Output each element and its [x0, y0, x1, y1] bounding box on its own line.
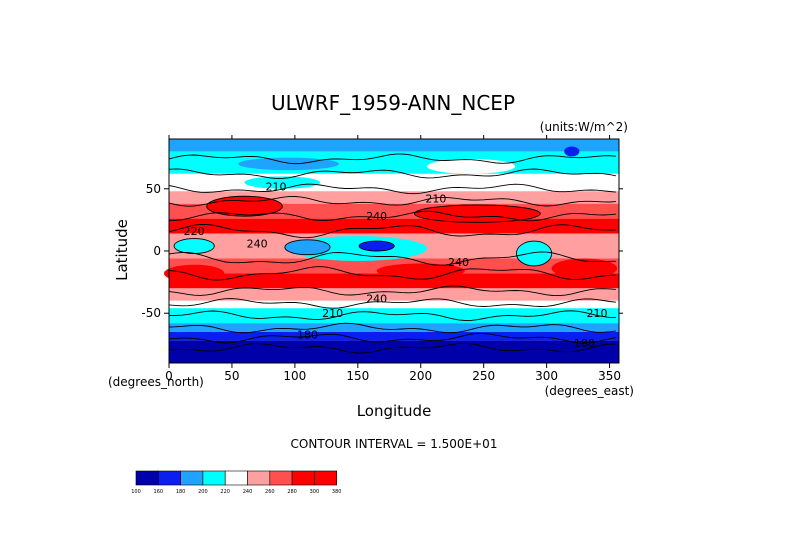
y-unit-label: (degrees_north) — [108, 375, 204, 389]
color-blob — [427, 158, 516, 174]
contour-label: 220 — [184, 225, 205, 238]
color-band — [169, 218, 619, 234]
contour-line — [168, 342, 616, 354]
x-unit-label: (degrees_east) — [545, 384, 634, 398]
contour-label: 210 — [265, 180, 286, 193]
contour-line — [168, 332, 616, 344]
contour-line — [168, 183, 616, 195]
x-tick-label: 50 — [224, 369, 239, 383]
contour-line — [168, 298, 616, 309]
colorbar-box — [158, 470, 181, 486]
contour-loop — [206, 195, 283, 217]
colorbar-label: 200 — [198, 489, 208, 495]
contour-line — [168, 285, 616, 297]
color-band — [169, 288, 619, 301]
contour-loop — [173, 238, 215, 254]
x-tick-label: 150 — [346, 369, 369, 383]
contour-label: 240 — [366, 292, 387, 305]
contour-label: 210 — [425, 193, 446, 206]
y-tick-label: -50 — [141, 306, 161, 320]
colorbar-box — [314, 470, 337, 486]
x-tick-label: 200 — [409, 369, 432, 383]
contour-label: 180 — [574, 337, 595, 350]
plot-area: 210 210 240 220 240 240 240 210 210 180 180 — [163, 138, 620, 364]
color-blob — [564, 146, 580, 157]
x-tick-label: 350 — [598, 369, 621, 383]
contour-label: 240 — [247, 238, 268, 251]
colorbar: 100 160 180 200 220 240 260 280 300 380 — [131, 470, 342, 495]
y-axis-label: Latitude — [113, 219, 131, 281]
contour-loop — [515, 240, 553, 267]
contour-line — [168, 153, 616, 165]
y-axis: 50 0 -50 — [141, 182, 623, 320]
colorbar-label: 300 — [310, 489, 320, 495]
color-blob — [238, 157, 339, 171]
colorbar-label: 180 — [176, 489, 186, 495]
colorbar-box — [291, 470, 315, 486]
contour-line — [168, 266, 616, 281]
x-tick-label: 0 — [165, 369, 173, 383]
contour-label: 240 — [448, 256, 469, 269]
colorbar-label: 160 — [154, 489, 164, 495]
colorbar-box — [135, 470, 159, 486]
contour-line — [168, 210, 616, 222]
colorbar-box — [180, 470, 204, 486]
color-blob — [359, 241, 395, 251]
contour-line — [168, 322, 616, 334]
y-tick-label: 50 — [146, 182, 161, 196]
color-blob — [206, 196, 283, 217]
x-axis-label: Longitude — [357, 402, 432, 420]
colorbar-label: 280 — [287, 489, 297, 495]
chart-title: ULWRF_1959-ANN_NCEP — [271, 91, 515, 115]
y-tick-label: 0 — [153, 244, 161, 258]
contour-interval: CONTOUR INTERVAL = 1.500E+01 — [291, 437, 498, 451]
contour-label: 210 — [586, 307, 607, 320]
color-blob — [516, 241, 552, 266]
contour-line — [168, 168, 616, 179]
colorbar-box — [202, 470, 226, 486]
color-blob — [244, 176, 321, 189]
contour-line — [168, 251, 616, 266]
contour-label: 210 — [322, 307, 343, 320]
color-band — [169, 308, 619, 324]
units-label: (units:W/m^2) — [540, 120, 628, 134]
color-blob — [174, 238, 215, 254]
color-band — [169, 191, 619, 204]
contour-loop — [284, 239, 331, 256]
color-band — [169, 340, 619, 363]
colorbar-box — [269, 470, 293, 486]
color-band — [169, 273, 619, 289]
colorbar-label: 380 — [332, 489, 342, 495]
colorbar-box — [224, 470, 248, 486]
colorbar-label: 240 — [243, 489, 253, 495]
contour-label: 240 — [366, 210, 387, 223]
contour-line — [168, 196, 616, 207]
x-tick-label: 300 — [535, 369, 558, 383]
contour-label: 180 — [297, 328, 318, 341]
color-band — [169, 173, 619, 192]
contour-loop — [358, 240, 395, 252]
contour-labels: 210 210 240 220 240 240 240 210 210 180 180 — [184, 180, 608, 350]
colorbar-label: 260 — [265, 489, 275, 495]
color-band — [169, 323, 619, 332]
color-blob — [551, 258, 618, 279]
color-band — [169, 331, 619, 341]
color-band — [169, 139, 619, 152]
contour-line — [168, 310, 616, 321]
x-tick-label: 100 — [283, 369, 306, 383]
color-blob — [284, 239, 331, 255]
color-band — [169, 151, 619, 174]
color-blob — [376, 263, 465, 279]
color-band — [169, 300, 619, 309]
x-axis: 0 50 100 150 200 250 300 350 — [165, 135, 621, 383]
contour-line — [168, 223, 616, 239]
colorbar-label: 220 — [220, 489, 230, 495]
contour-lines — [168, 153, 616, 354]
x-tick-label: 250 — [472, 369, 495, 383]
contour-loop — [414, 204, 541, 223]
colorbar-box — [247, 470, 271, 486]
colorbar-label: 100 — [131, 489, 141, 495]
color-blob — [163, 264, 225, 283]
